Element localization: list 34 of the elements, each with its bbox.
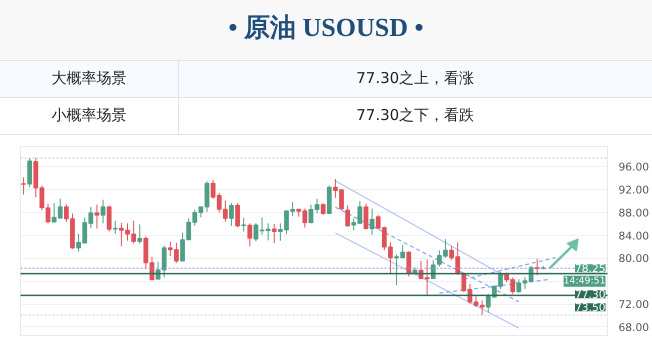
candlestick — [272, 223, 277, 244]
text: 77.30之下，看跌 — [355, 105, 476, 126]
candlestick — [100, 199, 106, 224]
ref-line-label: 77.30 — [574, 288, 606, 302]
candlestick — [94, 204, 100, 230]
legend-label: 73.50 — [574, 301, 606, 314]
chart-title: • 原油 USOUSD • — [0, 0, 652, 60]
candlestick — [229, 202, 234, 226]
y-tick-label: 92.00 — [618, 183, 650, 196]
candlestick — [364, 203, 368, 230]
text: 小概率场景 — [0, 98, 178, 134]
y-tick-label: 84.00 — [618, 229, 650, 242]
candlestick — [137, 224, 142, 244]
candlestick — [320, 202, 326, 216]
candlestick — [235, 202, 240, 228]
y-tick-label: 96.00 — [618, 160, 650, 174]
candlestick — [241, 217, 246, 232]
candlestick — [112, 220, 118, 234]
candlestick — [370, 208, 374, 236]
y-tick-label: 72.00 — [618, 298, 650, 311]
candlestick — [106, 205, 112, 232]
y-tick-label: 68.00 — [618, 320, 650, 334]
candlestick — [27, 158, 32, 188]
y-tick-label: 80.00 — [618, 252, 650, 266]
candlestick — [406, 250, 412, 278]
candlestick — [46, 203, 50, 224]
candlestick — [247, 222, 252, 247]
candlestick — [21, 176, 26, 196]
y-tick-label: 88.00 — [618, 206, 650, 220]
candlestick — [345, 204, 350, 228]
ref-line-label: 78.25 — [574, 262, 606, 276]
text: 大概率场景 — [0, 60, 178, 98]
annotation: 14:49:51 — [564, 276, 606, 287]
text: 77.30之上，看涨 — [355, 68, 476, 90]
